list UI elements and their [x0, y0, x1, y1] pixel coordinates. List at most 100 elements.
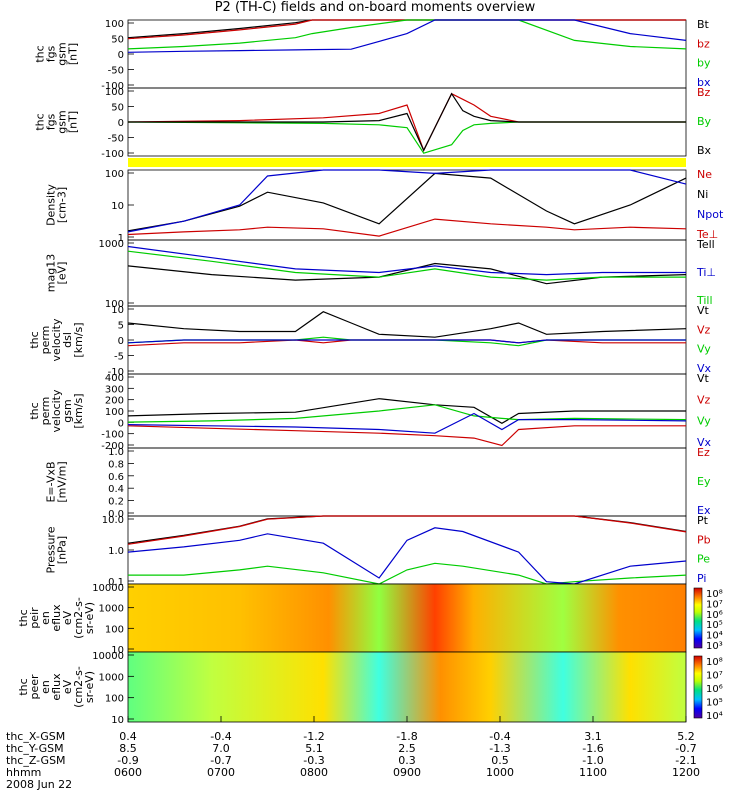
heatmap-peir — [128, 584, 686, 652]
ylabel-line: [km/s] — [72, 322, 85, 357]
legend-Te⊥: Te⊥ — [696, 228, 718, 241]
ylabel-line: sr-eV) — [83, 671, 96, 703]
ephem-hhmm-value: 0800 — [300, 766, 328, 779]
legend-Ti⊥: Ti⊥ — [696, 266, 716, 279]
ephem-hhmm-value: 1100 — [579, 766, 607, 779]
panel-temperature: 1000 100 mag13[eV] Tell Ti⊥ Till — [45, 238, 717, 310]
colorbar-peer — [693, 655, 703, 719]
legend-bx: bx — [697, 76, 711, 89]
eph-label-hhmm: hhmm — [6, 766, 42, 779]
ytick-label: 1 — [118, 233, 124, 244]
ylabel-line: gsm — [61, 399, 74, 422]
ylabel-line: mag13 — [45, 254, 58, 292]
ytick-label: 50 — [111, 103, 124, 114]
ephem-hhmm-value: 0900 — [393, 766, 421, 779]
ylabel-line: [cm-3] — [56, 187, 69, 223]
ytick-label: 0.4 — [108, 484, 124, 495]
panel-frame — [127, 19, 687, 89]
legend-Vy: Vy — [697, 343, 711, 356]
ylabel-line: thc — [28, 331, 41, 348]
legend-Vt: Vt — [697, 372, 710, 385]
ytick-label: 10 — [111, 645, 124, 656]
ytick-label: 5 — [118, 321, 124, 332]
ytick-label: 0 — [118, 118, 124, 129]
series-Vy — [127, 336, 686, 347]
ytick-label: 1000 — [99, 239, 124, 250]
ephem-y_gsm-value: 8.5 — [119, 742, 137, 755]
ytick-label: 100 — [105, 624, 124, 635]
ylabel-line: Pressure — [45, 526, 58, 573]
ephem-hhmm-value: 1200 — [672, 766, 700, 779]
ylabel-line: thc — [28, 402, 41, 419]
colorbar-tick: 10⁸ — [706, 589, 723, 600]
ylabel-line: [eV] — [56, 262, 69, 285]
separator-bar — [128, 158, 686, 167]
ytick-label: 10000 — [92, 583, 124, 594]
legend-Vz: Vz — [697, 393, 711, 406]
ytick-label: 0.8 — [108, 459, 124, 470]
ylabel-line: en — [39, 680, 52, 694]
ephem-hhmm-value: 1000 — [486, 766, 514, 779]
legend-bz: bz — [697, 37, 710, 50]
panel-frame — [127, 515, 687, 585]
series-Tell — [127, 262, 687, 285]
ylabel-line: thc — [34, 113, 47, 130]
ephem-z_gsm-value: -0.9 — [117, 754, 139, 767]
legend-Pb: Pb — [697, 533, 711, 546]
ytick-label: 200 — [105, 396, 124, 407]
ylabel-line: thc — [17, 678, 30, 695]
ytick-label: 100 — [105, 694, 124, 705]
ylabel-line: (cm2-s- — [72, 597, 85, 639]
ephem-x_gsm-value: -1.8 — [396, 730, 418, 743]
ylabel-line: eflux — [50, 604, 63, 632]
ytick-label: 10 — [111, 305, 124, 316]
panel-peer: 10⁸ 10⁷ 10⁶ 10⁵ 10⁴ 10000 1000 100 10 thcpeerenef… — [17, 651, 723, 726]
series-Npot — [127, 169, 687, 233]
heatmap-peer — [128, 652, 686, 722]
ylabel-line: en — [39, 611, 52, 625]
panel-pressure: 10.0 1.0 0.1 Pressure[nPa] Pt Pb Pe Pi — [45, 514, 711, 588]
legend-Vy: Vy — [697, 415, 711, 428]
ylabel-line: gsm — [56, 110, 69, 133]
legend-Ex: Ex — [697, 504, 711, 517]
panel-efield: 1.00.8 0.60.4 0.20.0 E=-VxB[mV/m] Ez Ey Ex — [45, 446, 711, 520]
series-Bt — [127, 19, 686, 39]
ytick-label: 0.0 — [108, 509, 124, 520]
ylabel-line: [nT] — [67, 43, 80, 65]
legend-by: by — [697, 57, 711, 70]
ytick-label: -50 — [108, 66, 124, 77]
legend-Tell: Tell — [696, 238, 715, 251]
ephem-y_gsm-value: 7.0 — [212, 742, 230, 755]
panel-frame — [127, 169, 687, 241]
ephem-z_gsm-value: 0.3 — [398, 754, 416, 767]
ylabel-line: gsm — [56, 42, 69, 65]
ytick-label: 400 — [105, 373, 124, 384]
colorbar-tick: 10⁴ — [706, 631, 723, 642]
series-Ni — [127, 172, 687, 232]
legend-Pi: Pi — [697, 572, 706, 585]
colorbar-tick: 10⁶ — [706, 684, 723, 695]
ylabel-line: velocity — [50, 318, 63, 361]
legend-Bx: Bx — [697, 144, 712, 157]
ytick-label: 0 — [118, 50, 124, 61]
ytick-label: -50 — [108, 134, 124, 145]
colorbar-tick: 10⁶ — [706, 610, 723, 621]
ephem-y_gsm-value: -1.3 — [489, 742, 511, 755]
series-Till — [127, 250, 686, 281]
ephem-z_gsm-value: -0.7 — [210, 754, 232, 767]
ytick-label: 0.6 — [108, 472, 124, 483]
ylabel-line: [nT] — [67, 111, 80, 133]
series-Vx — [127, 412, 687, 434]
panel-density: 100 10 1 Density[cm-3] Ne Ni Npot Te⊥ — [45, 168, 724, 244]
ytick-label: 0.1 — [108, 577, 124, 588]
ytick-label: -200 — [101, 441, 124, 452]
ephem-y_gsm-value: -1.6 — [582, 742, 604, 755]
ytick-label: 0.2 — [108, 497, 124, 508]
legend-Bz: Bz — [697, 86, 711, 99]
legend-Vt: Vt — [697, 304, 710, 317]
ytick-label: 1.0 — [108, 546, 124, 557]
legend-Ey: Ey — [697, 475, 711, 488]
ytick-label: 300 — [105, 384, 124, 395]
